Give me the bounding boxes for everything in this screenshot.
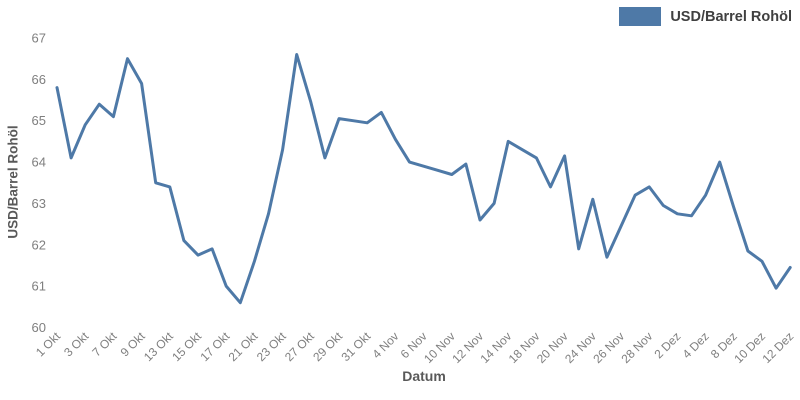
x-tick-label: 3 Okt <box>61 329 92 360</box>
x-tick-label: 31 Okt <box>338 329 373 364</box>
y-tick-label: 65 <box>32 113 46 128</box>
y-tick-label: 63 <box>32 196 46 211</box>
legend: USD/Barrel Rohöl <box>619 7 792 26</box>
x-tick-label: 4 Dez <box>680 329 712 361</box>
price-line <box>55 53 792 305</box>
y-tick-label: 67 <box>32 31 46 46</box>
x-tick-label: 23 Okt <box>254 329 289 364</box>
y-tick-label: 64 <box>32 155 46 170</box>
x-tick-label: 12 Dez <box>760 329 797 366</box>
x-tick-label: 27 Okt <box>282 329 317 364</box>
x-tick-label: 13 Okt <box>141 329 176 364</box>
x-tick-label: 28 Nov <box>619 329 656 366</box>
y-axis-title: USD/Barrel Rohöl <box>5 125 21 239</box>
x-tick-label: 21 Okt <box>226 329 261 364</box>
x-tick-label: 7 Okt <box>89 329 120 360</box>
x-tick-label: 15 Okt <box>169 329 204 364</box>
y-tick-label: 60 <box>32 320 46 335</box>
x-tick-label: 17 Okt <box>197 329 232 364</box>
legend-swatch <box>619 7 662 26</box>
x-axis-title: Datum <box>402 368 446 384</box>
y-tick-label: 66 <box>32 72 46 87</box>
x-tick-label: 4 Nov <box>369 329 401 361</box>
y-tick-label: 62 <box>32 237 46 252</box>
y-tick-label: 61 <box>32 279 46 294</box>
x-tick-label: 29 Okt <box>310 329 345 364</box>
x-tick-label: 2 Dez <box>651 329 683 361</box>
legend-label: USD/Barrel Rohöl <box>670 8 792 25</box>
